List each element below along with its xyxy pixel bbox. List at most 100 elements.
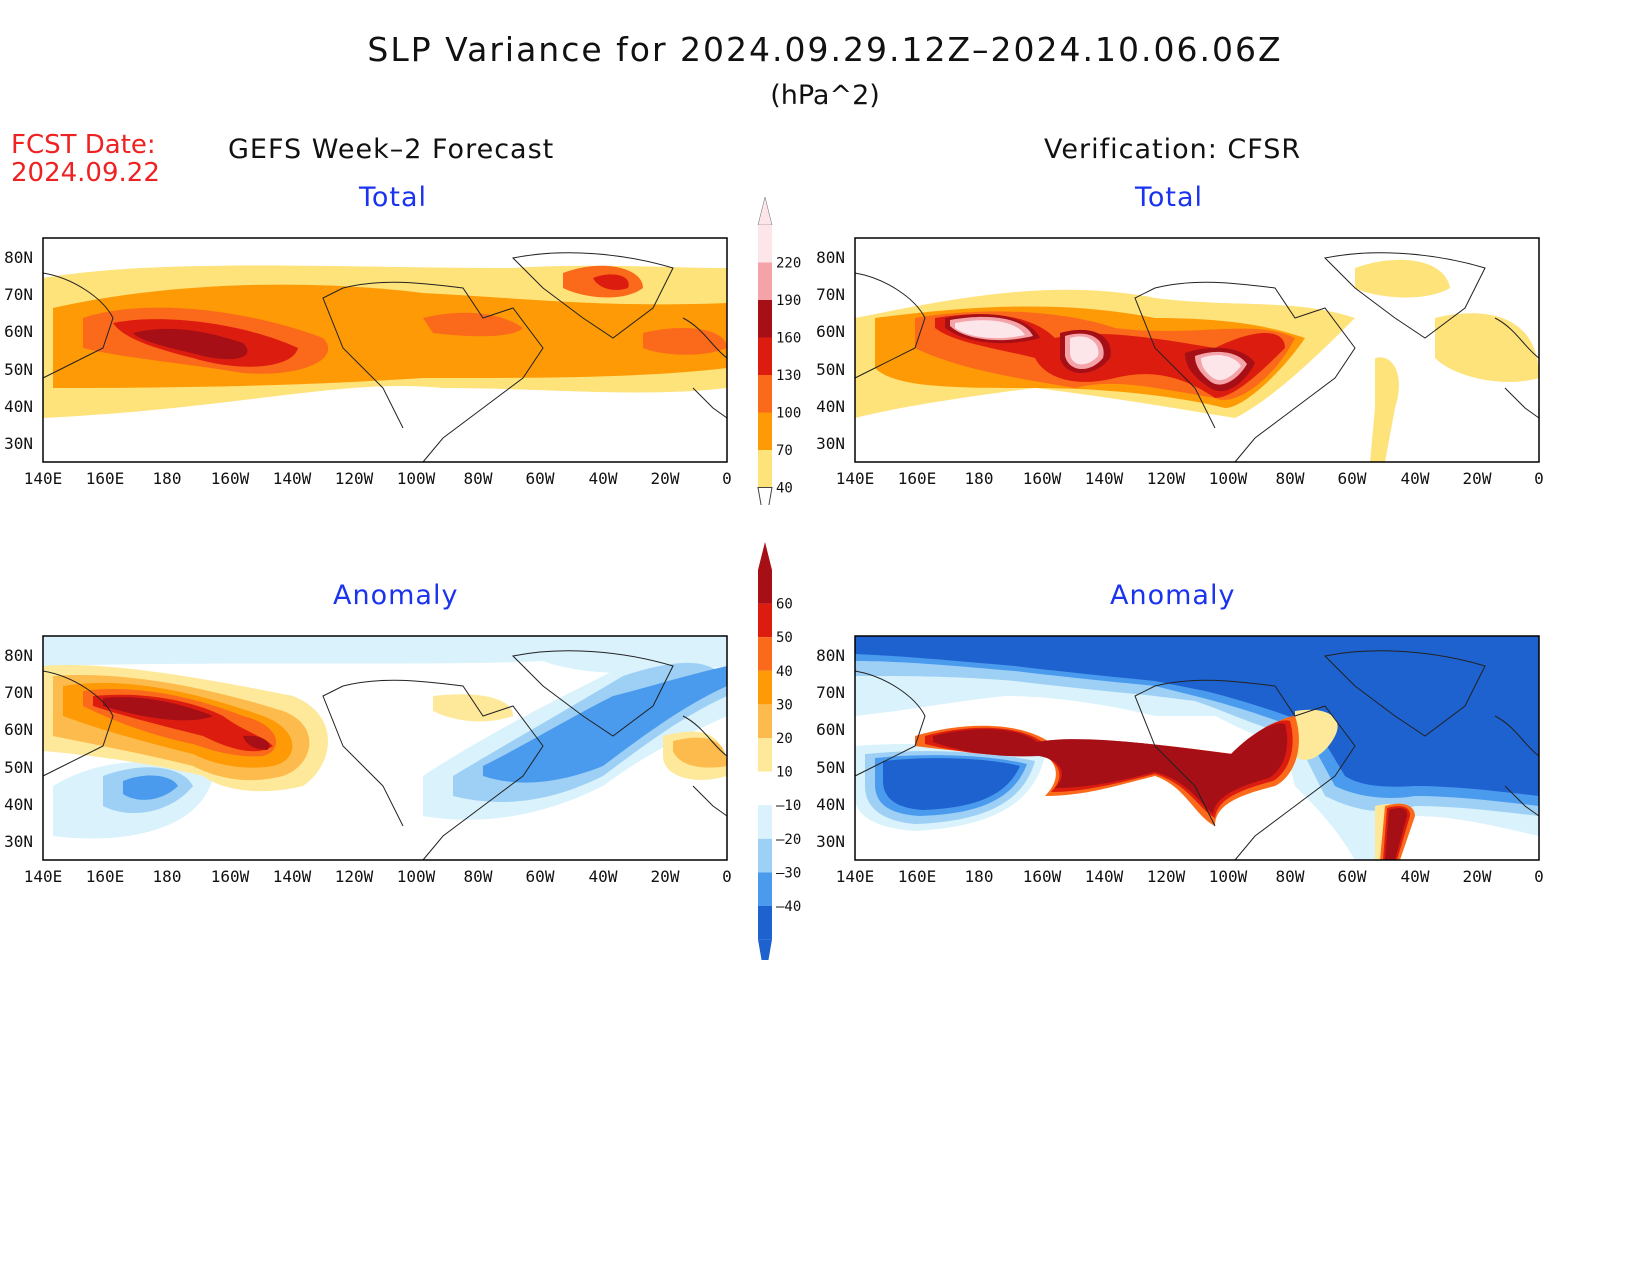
colorbar-swatch	[758, 872, 772, 906]
lat-axis-labels: 80N 70N 60N 50N 40N 30N	[816, 646, 845, 851]
lat-label: 40N	[4, 795, 33, 814]
colorbar-tick-label: 30	[776, 697, 793, 713]
lon-label: 160E	[86, 867, 125, 886]
lon-label: 160E	[898, 867, 937, 886]
lon-label: 100W	[1209, 867, 1248, 886]
units-label: (hPa^2)	[770, 80, 880, 111]
lon-label: 140E	[24, 867, 63, 886]
lat-label: 30N	[816, 434, 845, 453]
lat-label: 40N	[816, 397, 845, 416]
lat-label: 30N	[4, 832, 33, 851]
colorbar-anomaly: 60 50 40 30 20 10 –10 –20 –30 –40	[758, 542, 801, 960]
colorbar-swatch	[758, 450, 772, 488]
colorbar-tick-label: 130	[776, 368, 801, 384]
lat-label: 70N	[816, 285, 845, 304]
lat-label: 30N	[816, 832, 845, 851]
lon-label: 40W	[589, 867, 618, 886]
colorbar-tick-label: 40	[776, 481, 793, 497]
anomaly-contour-minus30	[123, 666, 727, 800]
coastline-north-america	[1134, 281, 1356, 463]
colorbar-tick-label: –40	[776, 899, 801, 915]
lat-label: 50N	[816, 360, 845, 379]
colorbar-tick-label: 190	[776, 293, 801, 309]
right-column-title: Verification: CFSR	[1044, 134, 1302, 165]
colorbar-tick-label: 220	[776, 256, 801, 272]
lon-label: 160E	[86, 469, 125, 488]
colorbar-tick-label: 100	[776, 406, 801, 422]
lat-label: 70N	[4, 683, 33, 702]
lon-axis-labels: 140E 160E 180 160W 140W 120W 100W 80W 60…	[24, 469, 732, 488]
lon-label: 60W	[526, 469, 555, 488]
map-panel-gefs-total: 80N 70N 60N 50N 40N 30N 140E 160E 180 16…	[4, 237, 732, 488]
lat-label: 70N	[816, 683, 845, 702]
map-frame	[42, 237, 728, 463]
colorbar-tick-label: –20	[776, 832, 801, 848]
lon-label: 0	[1534, 867, 1544, 886]
colorbar-tick-label: 40	[776, 664, 793, 680]
lon-label: 120W	[335, 867, 374, 886]
colorbar-tick-label: –10	[776, 798, 801, 814]
lon-label: 20W	[651, 867, 680, 886]
coastline-europe	[1494, 317, 1540, 419]
colorbar-cap-bottom	[758, 939, 772, 960]
map-frame	[854, 237, 1540, 463]
lon-label: 100W	[397, 867, 436, 886]
lat-label: 80N	[4, 646, 33, 665]
lat-label: 40N	[4, 397, 33, 416]
coastline-north-america	[1134, 679, 1356, 861]
colorbar-tick-label: 60	[776, 597, 793, 613]
lat-label: 80N	[4, 248, 33, 267]
lon-label: 40W	[1401, 867, 1430, 886]
lon-label: 140E	[836, 469, 875, 488]
lon-label: 120W	[1147, 469, 1186, 488]
lon-label: 60W	[526, 867, 555, 886]
variance-contour-100-canada	[423, 312, 523, 337]
coastline-asia	[854, 272, 926, 379]
colorbar-tick-label: 10	[776, 765, 793, 781]
coastline-europe	[682, 715, 728, 817]
lat-label: 60N	[4, 322, 33, 341]
lon-label: 140W	[1085, 469, 1124, 488]
lon-label: 160W	[1023, 867, 1062, 886]
colorbar-cap-top	[757, 196, 773, 226]
lon-label: 160W	[1023, 469, 1062, 488]
colorbar-swatch	[758, 262, 772, 300]
colorbar-swatch	[758, 805, 772, 839]
coastline-north-america	[322, 281, 544, 463]
variance-contour-100-atlantic	[643, 328, 727, 355]
variance-contour-40-atlantic	[1435, 313, 1539, 382]
lat-label: 80N	[816, 248, 845, 267]
left-column-title: GEFS Week–2 Forecast	[228, 134, 555, 165]
variance-contour-40-jet	[1370, 357, 1399, 462]
fcst-date-label: FCST Date:	[11, 130, 156, 160]
panel-title-cfsr-anomaly: Anomaly	[1110, 580, 1236, 611]
lon-axis-labels: 140E 160E 180 160W 140W 120W 100W 80W 60…	[836, 469, 1544, 488]
colorbar-cap-top	[758, 542, 772, 570]
lat-label: 60N	[4, 720, 33, 739]
colorbar-total: 220 190 160 130 100 70 40	[757, 196, 801, 505]
coastline-europe	[1494, 715, 1540, 817]
panel-title-gefs-anomaly: Anomaly	[333, 580, 459, 611]
map-panel-cfsr-total: 80N 70N 60N 50N 40N 30N 140E 160E 180 16…	[816, 237, 1544, 488]
colorbar-swatch	[758, 738, 772, 772]
lon-label: 20W	[1463, 469, 1492, 488]
variance-contour-130-greenland	[593, 274, 629, 290]
coastline-greenland	[1323, 252, 1486, 339]
lon-label: 140W	[1085, 867, 1124, 886]
lon-label: 180	[965, 469, 994, 488]
lon-label: 140E	[24, 469, 63, 488]
colorbar-tick-label: 50	[776, 630, 793, 646]
colorbar-cap-bottom	[757, 487, 773, 505]
colorbar-swatch	[758, 704, 772, 738]
lon-label: 140E	[836, 867, 875, 886]
lon-label: 80W	[1276, 469, 1305, 488]
lat-label: 50N	[4, 758, 33, 777]
colorbar-swatch	[758, 670, 772, 705]
panel-title-gefs-total: Total	[359, 182, 428, 213]
lon-axis-labels: 140E 160E 180 160W 140W 120W 100W 80W 60…	[836, 867, 1544, 886]
variance-contour-190	[950, 316, 1247, 385]
lon-label: 20W	[651, 469, 680, 488]
fcst-date-value: 2024.09.22	[11, 158, 160, 188]
lat-label: 60N	[816, 720, 845, 739]
lon-label: 80W	[464, 867, 493, 886]
